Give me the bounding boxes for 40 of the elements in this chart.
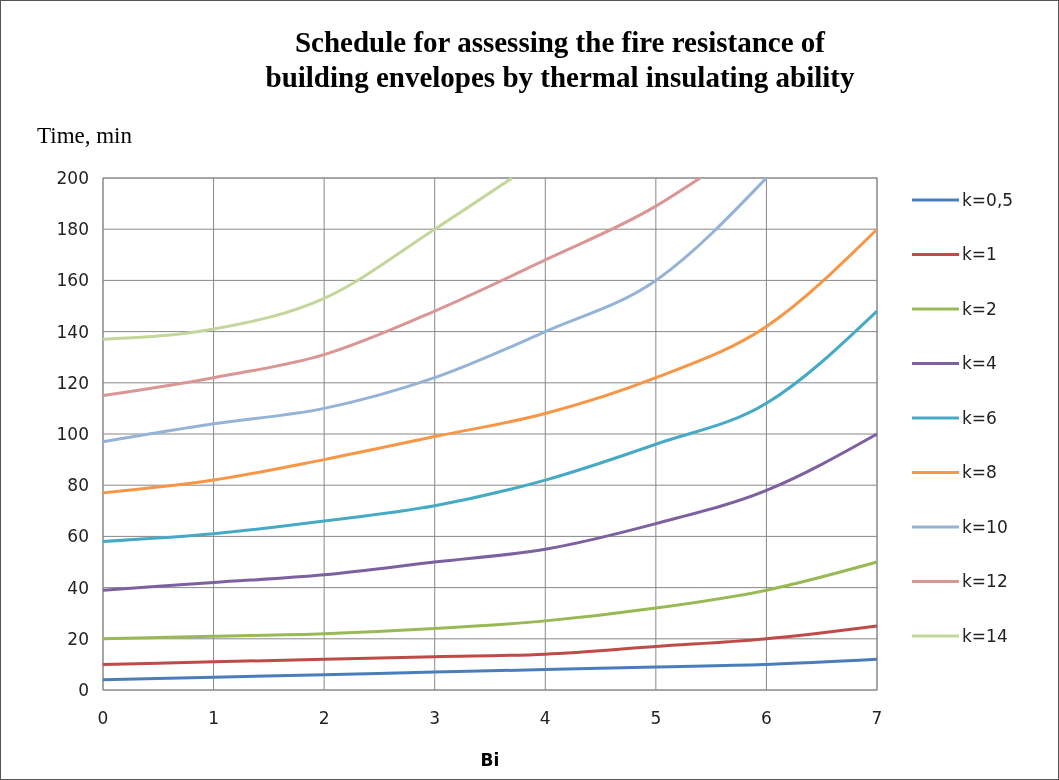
- chart-title: Schedule for assessing the fire resistance of building envelopes by thermal insulating ability: [265, 26, 855, 93]
- legend-label: k=4: [962, 353, 997, 374]
- line-series: [101, 309, 879, 544]
- line-series: [101, 176, 768, 444]
- line-series: [101, 560, 879, 641]
- y-tick-label: 140: [56, 321, 89, 342]
- line-series: [101, 176, 702, 398]
- y-tick-label: 40: [67, 577, 89, 598]
- x-tick-label: 5: [650, 708, 662, 728]
- legend-label: k=2: [962, 298, 997, 319]
- line-series: [101, 227, 879, 495]
- x-tick-label: 7: [871, 708, 883, 728]
- y-tick-label: 100: [56, 423, 89, 444]
- x-tick-label: 1: [208, 708, 219, 728]
- y-tick-label: 60: [67, 526, 89, 547]
- x-tick-label: 4: [539, 708, 551, 728]
- legend-label: k=14: [962, 625, 1008, 646]
- y-tick-label: 0: [78, 679, 89, 700]
- line-series: [101, 624, 879, 666]
- y-tick-label: 160: [56, 270, 89, 291]
- y-tick-label: 200: [56, 167, 89, 188]
- x-tick-label: 6: [761, 708, 772, 728]
- legend-label: k=0,5: [962, 189, 1014, 210]
- legend-label: k=8: [962, 462, 997, 483]
- line-series: [101, 176, 514, 341]
- legend-label: k=6: [962, 407, 997, 428]
- x-tick-label: 3: [429, 708, 441, 728]
- legend-label: k=1: [962, 244, 997, 265]
- line-series: [101, 432, 879, 592]
- y-tick-label: 120: [56, 372, 89, 393]
- y-tick-label: 80: [67, 475, 89, 496]
- legend-label: k=12: [962, 571, 1008, 592]
- y-axis-title: Time, min: [37, 123, 133, 148]
- x-axis-title: Bi: [480, 750, 500, 770]
- line-series: [101, 657, 879, 682]
- x-tick-label: 0: [97, 708, 109, 728]
- x-tick-label: 2: [318, 708, 330, 728]
- y-tick-label: 20: [67, 628, 89, 649]
- legend-label: k=10: [962, 516, 1008, 537]
- y-tick-label: 180: [56, 219, 89, 240]
